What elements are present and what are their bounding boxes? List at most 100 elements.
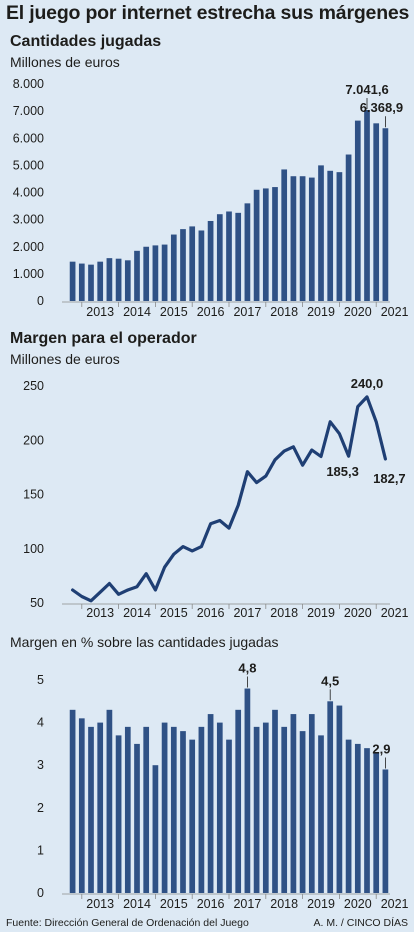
bar xyxy=(318,735,324,893)
chart-margen-operador: 50 100 150 200 250 2013 2014 2015 2016 2017 2018 20… xyxy=(23,376,409,620)
x-tick-label: 2019 xyxy=(307,606,335,620)
bar xyxy=(281,726,288,893)
y-tick-label: 3.000 xyxy=(13,213,44,227)
bar xyxy=(69,261,76,301)
bar xyxy=(216,214,223,301)
chart-cantidades-jugadas: 0 1.000 2.000 3.000 4.000 5.000 6.000 7.000 8.00… xyxy=(13,77,409,319)
bar xyxy=(354,743,361,893)
x-tick-label: 2020 xyxy=(344,305,372,319)
series-line xyxy=(70,395,387,603)
bar xyxy=(272,187,278,301)
x-tick-label: 2014 xyxy=(123,305,151,319)
data-label: 7.041,6 xyxy=(345,82,388,97)
section-subtitle-margen: Millones de euros xyxy=(10,351,120,367)
bar xyxy=(88,726,94,893)
y-tick-label: 8.000 xyxy=(13,77,44,91)
bar xyxy=(78,718,85,893)
bar xyxy=(152,765,159,893)
y-tick-label: 7.000 xyxy=(13,104,44,118)
data-label: 4,8 xyxy=(238,661,256,676)
x-tick-label: 2014 xyxy=(123,897,151,911)
bar xyxy=(180,731,186,893)
x-tick-label: 2017 xyxy=(233,305,261,319)
bar xyxy=(152,245,159,301)
x-tick-label: 2016 xyxy=(197,897,225,911)
x-tick-label: 2013 xyxy=(86,897,114,911)
bar xyxy=(170,234,177,301)
x-tick-label: 2021 xyxy=(381,305,409,319)
y-tick-label: 4 xyxy=(37,716,44,730)
y-tick-label: 6.000 xyxy=(13,131,44,145)
bar xyxy=(216,722,223,893)
bar xyxy=(327,701,334,893)
bar xyxy=(299,731,306,893)
footer-credit: A. M. / CINCO DÍAS xyxy=(313,917,408,929)
bar xyxy=(180,229,186,301)
bar xyxy=(235,212,242,301)
x-tick-label: 2021 xyxy=(381,606,409,620)
bar xyxy=(143,726,150,893)
bar xyxy=(262,722,269,893)
bar xyxy=(262,188,269,301)
bar xyxy=(235,709,242,893)
y-tick-label: 5.000 xyxy=(13,158,44,172)
y-tick-label: 4.000 xyxy=(13,186,44,200)
y-tick-label: 250 xyxy=(23,379,44,393)
bar xyxy=(253,726,260,893)
bar xyxy=(78,263,85,301)
footer-source: Fuente: Dirección General de Ordenación … xyxy=(6,917,249,929)
x-tick-label: 2019 xyxy=(307,897,335,911)
section-title-margen: Margen para el operador xyxy=(10,330,197,347)
y-tick-label: 1.000 xyxy=(13,267,44,281)
section-subtitle-cantidades: Millones de euros xyxy=(10,54,120,70)
bar xyxy=(244,203,251,301)
page-title: El juego por internet estrecha sus márge… xyxy=(6,2,410,24)
bar xyxy=(124,726,131,893)
bar xyxy=(299,176,306,301)
bar xyxy=(124,260,131,301)
section-title-cantidades: Cantidades jugadas xyxy=(10,33,162,50)
x-tick-label: 2020 xyxy=(344,897,372,911)
bar xyxy=(345,154,352,301)
bar xyxy=(244,688,251,893)
x-tick-label: 2018 xyxy=(270,606,298,620)
bar xyxy=(161,244,168,301)
bar xyxy=(308,714,315,893)
x-tick-label: 2016 xyxy=(197,606,225,620)
x-tick-label: 2013 xyxy=(86,606,114,620)
bar xyxy=(134,743,140,893)
y-tick-label: 200 xyxy=(23,433,44,447)
bar xyxy=(336,172,343,301)
x-tick-label: 2015 xyxy=(160,897,188,911)
bar xyxy=(382,769,389,893)
bar xyxy=(345,739,352,893)
y-tick-label: 150 xyxy=(23,488,44,502)
x-tick-label: 2014 xyxy=(123,606,151,620)
bar xyxy=(189,739,196,893)
bar xyxy=(106,709,113,893)
bar xyxy=(161,722,168,893)
bar xyxy=(198,726,205,893)
bar xyxy=(281,169,288,301)
x-tick-label: 2018 xyxy=(270,305,298,319)
bar xyxy=(272,709,278,893)
x-tick-label: 2015 xyxy=(160,305,188,319)
bar xyxy=(354,120,361,302)
bar xyxy=(336,705,343,893)
bar xyxy=(253,189,260,301)
x-tick-label: 2019 xyxy=(307,305,335,319)
bar xyxy=(382,128,389,301)
bar xyxy=(189,226,196,301)
data-label: 240,0 xyxy=(351,376,384,391)
data-label: 2,9 xyxy=(372,741,390,756)
bar xyxy=(373,752,380,893)
x-tick-label: 2018 xyxy=(270,897,298,911)
bar xyxy=(97,722,104,893)
section-subtitle-porcentaje: Margen en % sobre las cantidades jugadas xyxy=(10,634,279,650)
x-tick-label: 2020 xyxy=(344,606,372,620)
y-tick-label: 3 xyxy=(37,758,44,772)
y-tick-label: 0 xyxy=(37,294,44,308)
bar xyxy=(364,748,370,893)
bar xyxy=(134,250,140,301)
chart-margen-porcentaje: 0 1 2 3 4 5 2013 2014 2015 2016 2017 2018 2019 2020 20… xyxy=(37,661,409,911)
